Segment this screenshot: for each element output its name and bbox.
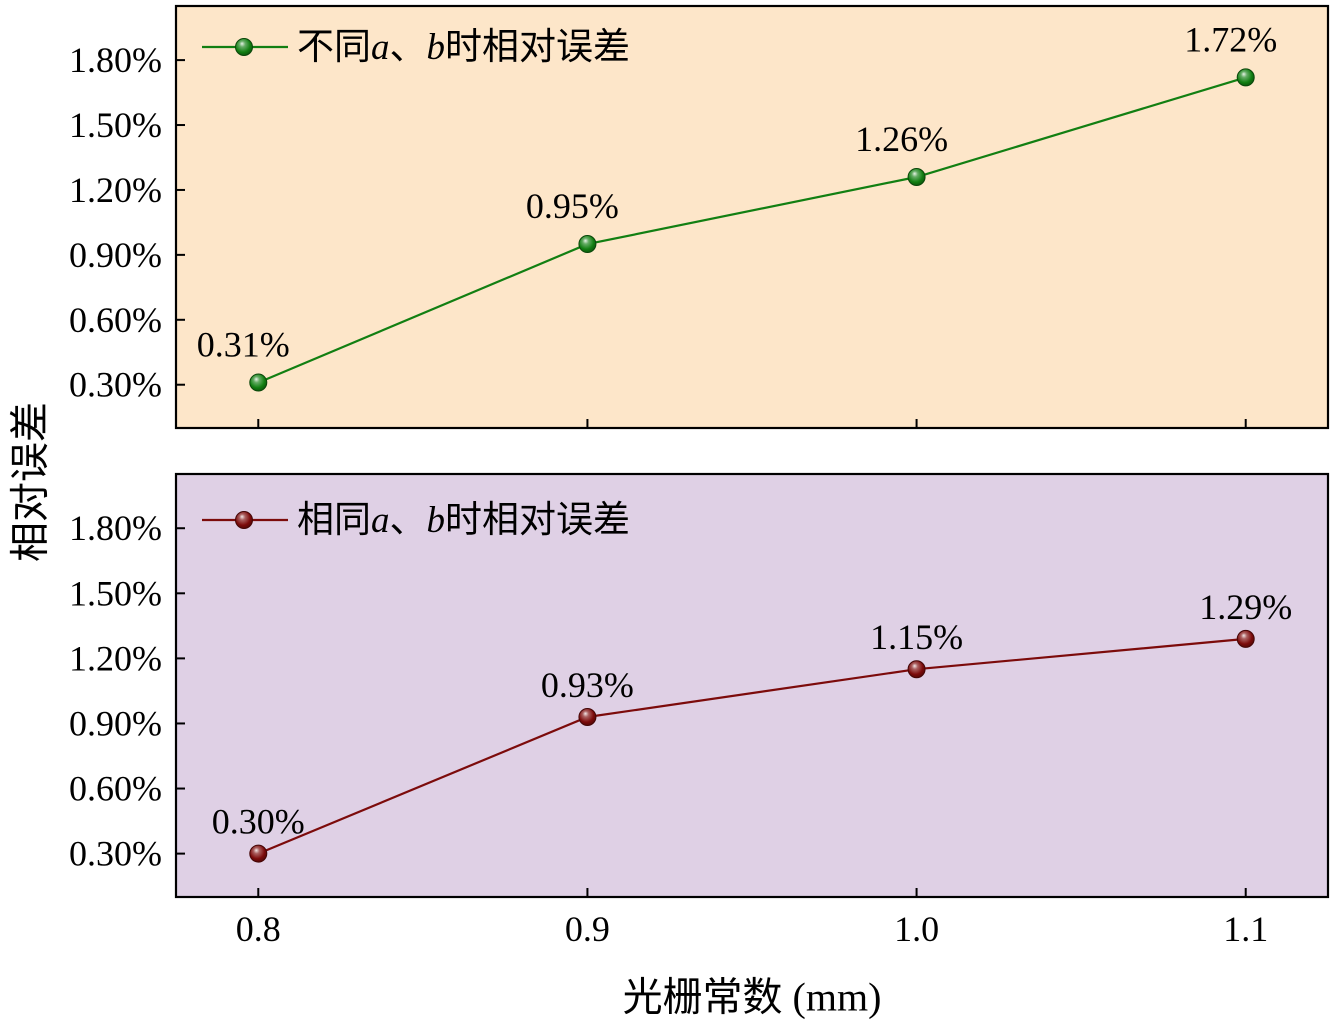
y-tick-label: 0.30% xyxy=(69,834,162,874)
legend-marker xyxy=(235,38,253,56)
data-point xyxy=(1236,629,1255,648)
y-tick-label: 0.90% xyxy=(69,235,162,275)
plot-frame xyxy=(174,472,1330,899)
data-label: 0.31% xyxy=(197,325,290,365)
y-tick-label: 0.90% xyxy=(69,703,162,743)
data-point xyxy=(907,167,926,186)
x-tick-label: 0.8 xyxy=(236,909,281,949)
data-label: 0.93% xyxy=(541,665,634,705)
y-tick-label: 1.80% xyxy=(69,40,162,80)
y-tick-label: 1.20% xyxy=(69,638,162,678)
plot-frame xyxy=(174,4,1330,430)
data-label: 1.26% xyxy=(855,119,948,159)
series-line xyxy=(257,76,1247,384)
y-tick-label: 1.20% xyxy=(69,170,162,210)
data-label: 0.95% xyxy=(526,186,619,226)
y-tick-label: 0.60% xyxy=(69,300,162,340)
data-label: 1.15% xyxy=(870,617,963,657)
data-point xyxy=(578,235,597,254)
data-point xyxy=(249,844,268,863)
y-tick-label: 1.50% xyxy=(69,573,162,613)
data-label: 1.72% xyxy=(1184,19,1277,59)
data-label: 1.29% xyxy=(1199,587,1292,627)
x-tick-label: 0.9 xyxy=(565,909,610,949)
series-line xyxy=(257,637,1246,855)
plot-area xyxy=(176,6,1328,428)
x-tick-label: 1.1 xyxy=(1223,909,1268,949)
y-tick-label: 1.50% xyxy=(69,105,162,145)
y-tick-label: 0.30% xyxy=(69,365,162,405)
legend: 不同a、b时相对误差 xyxy=(202,26,630,68)
data-label: 0.30% xyxy=(212,802,305,842)
legend-label: 相同a、b时相对误差 xyxy=(297,499,630,541)
plot-area xyxy=(176,474,1328,897)
legend-marker xyxy=(235,511,253,529)
data-point xyxy=(578,707,597,726)
data-point xyxy=(907,660,926,679)
panel-2: 0.30% 0.60% 0.90% 1.20% 1.50% 1.80% 0.8 0.9 1.0 1… xyxy=(69,472,1330,949)
panel-1: 0.30% 0.60% 0.90% 1.20% 1.50% 1.80% 0.31% 0.95%… xyxy=(69,4,1330,430)
x-tick-label: 1.0 xyxy=(894,909,939,949)
y-tick-label: 1.80% xyxy=(69,508,162,548)
y-tick-label: 0.60% xyxy=(69,769,162,809)
x-axis-title: 光栅常数 (mm) xyxy=(623,975,882,1020)
legend-label: 不同a、b时相对误差 xyxy=(297,26,630,68)
data-point xyxy=(249,373,268,392)
y-axis-title: 相对误差 xyxy=(8,402,53,562)
legend: 相同a、b时相对误差 xyxy=(202,499,630,541)
panels-group: 0.30% 0.60% 0.90% 1.20% 1.50% 1.80% 0.31% 0.95%… xyxy=(69,4,1330,949)
data-point xyxy=(1236,68,1255,87)
